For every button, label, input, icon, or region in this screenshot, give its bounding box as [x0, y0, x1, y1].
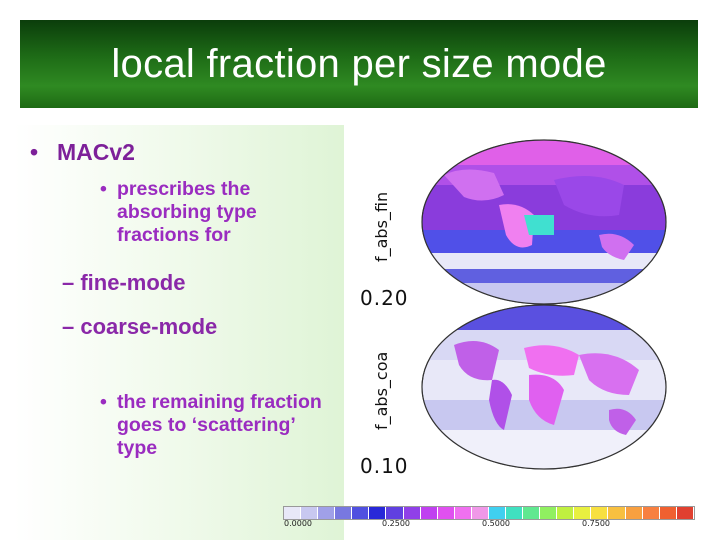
colorbar-cell [318, 507, 336, 519]
sub-bullet-remaining-text: the remaining fraction goes to ‘scatteri… [117, 391, 322, 459]
coarse-mode-map [421, 304, 667, 470]
fine-mode-axis-label: f_abs_fin [372, 191, 391, 262]
colorbar-cell [454, 507, 472, 519]
bullet-macv2-label: MACv2 [57, 139, 135, 165]
colorbar [283, 506, 695, 520]
coarse-mode-max-value: 0.10 [360, 454, 409, 478]
colorbar-cell [591, 507, 609, 519]
colorbar-cell [420, 507, 438, 519]
colorbar-cell [574, 507, 592, 519]
fine-mode-map [421, 139, 667, 305]
bullet-dot: • [30, 139, 39, 165]
colorbar-cell [369, 507, 387, 519]
colorbar-cell [506, 507, 524, 519]
colorbar-cell [386, 507, 404, 519]
fine-mode-max-value: 0.20 [360, 286, 409, 310]
colorbar-cell [471, 507, 489, 519]
title-bar: local fraction per size mode [20, 20, 698, 108]
colorbar-cell [437, 507, 455, 519]
colorbar-cell [284, 507, 302, 519]
colorbar-cell [301, 507, 319, 519]
bullet-dot: • [100, 391, 107, 413]
colorbar-cell [403, 507, 421, 519]
colorbar-cell [523, 507, 541, 519]
colorbar-tick-3: 0.7500 [582, 519, 610, 528]
colorbar-cell [608, 507, 626, 519]
colorbar-cell [352, 507, 370, 519]
text-panel [14, 125, 344, 540]
colorbar-tick-2: 0.5000 [482, 519, 510, 528]
colorbar-cell [642, 507, 660, 519]
coarse-mode-axis-label: f_abs_coa [372, 351, 391, 430]
slide-title: local fraction per size mode [111, 41, 607, 86]
bullet-dot: • [100, 178, 107, 200]
colorbar-cell [540, 507, 558, 519]
colorbar-cell [676, 507, 694, 519]
colorbar-cell [625, 507, 643, 519]
colorbar-cell [659, 507, 677, 519]
colorbar-cell [557, 507, 575, 519]
colorbar-cell [335, 507, 353, 519]
colorbar-tick-1: 0.2500 [382, 519, 410, 528]
dash-coarse-mode: – coarse-mode [62, 314, 218, 339]
colorbar-cell [488, 507, 507, 519]
dash-fine-mode: – fine-mode [62, 270, 186, 295]
sub-bullet-prescribes-text: prescribes the absorbing type fractions … [117, 178, 257, 246]
colorbar-tick-0: 0.0000 [284, 519, 312, 528]
